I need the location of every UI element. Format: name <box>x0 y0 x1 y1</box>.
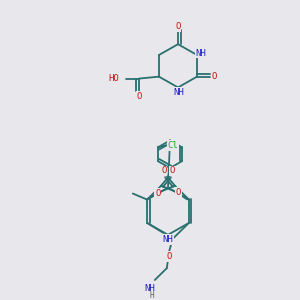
Text: H: H <box>149 291 154 300</box>
Text: O: O <box>161 167 167 176</box>
Text: O: O <box>169 167 175 176</box>
Text: NH: NH <box>174 88 184 97</box>
Text: NH: NH <box>163 235 173 244</box>
Text: HO: HO <box>108 74 119 83</box>
Text: O: O <box>166 252 172 261</box>
Text: O: O <box>175 22 181 31</box>
Text: O: O <box>136 92 142 101</box>
Text: NH: NH <box>144 284 155 293</box>
Text: O: O <box>212 72 217 81</box>
Text: NH: NH <box>196 49 206 58</box>
Text: O: O <box>176 188 181 197</box>
Text: Cl: Cl <box>167 141 178 150</box>
Text: O: O <box>155 189 160 198</box>
